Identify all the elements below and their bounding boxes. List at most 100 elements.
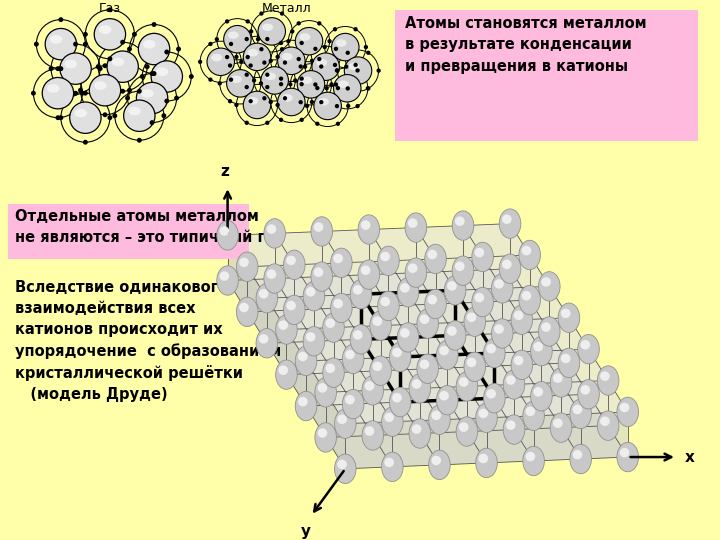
Circle shape: [107, 115, 112, 120]
Circle shape: [261, 67, 289, 94]
Circle shape: [344, 57, 372, 84]
Circle shape: [83, 91, 88, 96]
Ellipse shape: [228, 31, 239, 39]
Circle shape: [234, 55, 238, 59]
Ellipse shape: [350, 280, 372, 309]
Circle shape: [278, 47, 305, 75]
Circle shape: [262, 60, 266, 65]
Circle shape: [288, 82, 292, 86]
Circle shape: [329, 82, 333, 86]
Circle shape: [297, 21, 301, 25]
Circle shape: [189, 74, 194, 79]
Circle shape: [299, 64, 303, 69]
Ellipse shape: [295, 392, 317, 421]
Ellipse shape: [417, 309, 438, 339]
Ellipse shape: [338, 80, 348, 88]
Circle shape: [174, 96, 179, 100]
Ellipse shape: [428, 450, 450, 480]
Polygon shape: [228, 224, 628, 424]
Ellipse shape: [455, 261, 464, 271]
Ellipse shape: [511, 305, 533, 334]
Ellipse shape: [570, 399, 591, 429]
Ellipse shape: [364, 426, 374, 436]
Circle shape: [283, 60, 287, 65]
Circle shape: [256, 37, 260, 42]
Ellipse shape: [502, 214, 512, 224]
Circle shape: [120, 40, 125, 45]
Circle shape: [42, 77, 73, 109]
Circle shape: [280, 47, 284, 51]
Polygon shape: [228, 269, 628, 469]
Ellipse shape: [298, 397, 307, 407]
Ellipse shape: [572, 450, 582, 460]
Circle shape: [314, 92, 341, 120]
Ellipse shape: [431, 456, 441, 465]
Ellipse shape: [318, 428, 328, 438]
Ellipse shape: [311, 217, 333, 246]
Text: Газ: Газ: [99, 2, 121, 15]
Circle shape: [265, 37, 269, 41]
Ellipse shape: [248, 97, 258, 105]
Ellipse shape: [112, 58, 125, 66]
Circle shape: [78, 88, 83, 93]
Ellipse shape: [467, 313, 477, 322]
Ellipse shape: [298, 352, 307, 361]
Circle shape: [364, 45, 368, 49]
Circle shape: [152, 22, 156, 27]
Ellipse shape: [620, 403, 629, 413]
Ellipse shape: [358, 260, 379, 289]
Text: Атомы становятся металлом
в результате конденсации
и превращения в катионы: Атомы становятся металлом в результате к…: [405, 16, 647, 74]
Ellipse shape: [405, 213, 427, 242]
Ellipse shape: [315, 423, 336, 452]
Circle shape: [208, 77, 212, 82]
Ellipse shape: [439, 346, 449, 355]
Circle shape: [280, 11, 284, 16]
Ellipse shape: [514, 310, 523, 320]
Ellipse shape: [620, 448, 629, 457]
Circle shape: [366, 86, 370, 90]
Circle shape: [246, 19, 250, 24]
Ellipse shape: [156, 68, 168, 76]
Circle shape: [325, 86, 329, 90]
Ellipse shape: [492, 319, 513, 348]
Ellipse shape: [521, 246, 531, 255]
Ellipse shape: [436, 340, 458, 370]
Ellipse shape: [362, 421, 384, 450]
Ellipse shape: [409, 374, 431, 403]
Circle shape: [356, 68, 360, 72]
Ellipse shape: [382, 407, 403, 436]
Ellipse shape: [476, 448, 498, 478]
Circle shape: [295, 28, 323, 55]
Circle shape: [269, 100, 273, 104]
Ellipse shape: [335, 454, 356, 483]
Ellipse shape: [342, 345, 364, 374]
Ellipse shape: [570, 444, 591, 474]
Circle shape: [107, 8, 112, 12]
Ellipse shape: [316, 59, 327, 66]
Circle shape: [269, 59, 273, 63]
Circle shape: [334, 83, 338, 87]
Circle shape: [60, 53, 91, 84]
Ellipse shape: [444, 321, 466, 350]
Circle shape: [198, 59, 202, 64]
Circle shape: [317, 57, 321, 61]
Text: Отдельные атомы металлом
не являются – это типичный газ: Отдельные атомы металлом не являются – э…: [15, 209, 283, 245]
Ellipse shape: [534, 387, 543, 396]
Ellipse shape: [353, 285, 363, 295]
Ellipse shape: [511, 350, 533, 380]
Circle shape: [239, 59, 243, 64]
Circle shape: [137, 89, 142, 93]
Ellipse shape: [523, 446, 544, 476]
Ellipse shape: [217, 221, 238, 250]
Ellipse shape: [265, 72, 276, 80]
Ellipse shape: [94, 81, 107, 90]
Ellipse shape: [211, 54, 222, 62]
Circle shape: [265, 120, 269, 125]
Ellipse shape: [464, 352, 485, 382]
Text: z: z: [220, 164, 229, 179]
Ellipse shape: [397, 323, 419, 352]
Ellipse shape: [333, 299, 343, 308]
Circle shape: [34, 42, 39, 46]
Text: Вследствие одинакового
взаимодействия всех
катионов происходит их
упорядочение  : Вследствие одинакового взаимодействия вс…: [15, 280, 281, 402]
Ellipse shape: [409, 419, 431, 448]
